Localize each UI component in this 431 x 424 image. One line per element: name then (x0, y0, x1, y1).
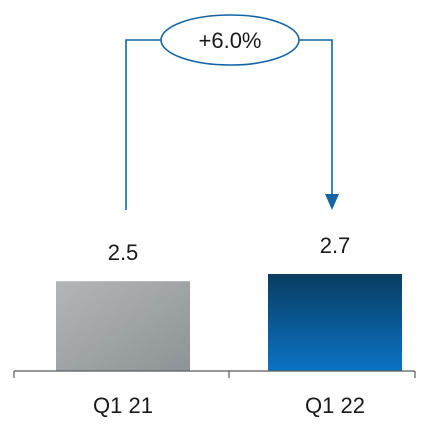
bar-q1-21 (56, 281, 190, 371)
connector-right (298, 39, 333, 194)
category-label-q1-22: Q1 22 (305, 393, 365, 418)
change-label: +6.0% (199, 28, 262, 53)
change-ellipse (160, 14, 300, 66)
value-label-q1-21: 2.5 (108, 240, 139, 265)
value-label-q1-22: 2.7 (320, 233, 351, 258)
category-label-q1-21: Q1 21 (93, 393, 153, 418)
arrow-head-icon (325, 194, 339, 210)
bar-q1-22 (268, 274, 402, 371)
connector-left (125, 39, 162, 210)
